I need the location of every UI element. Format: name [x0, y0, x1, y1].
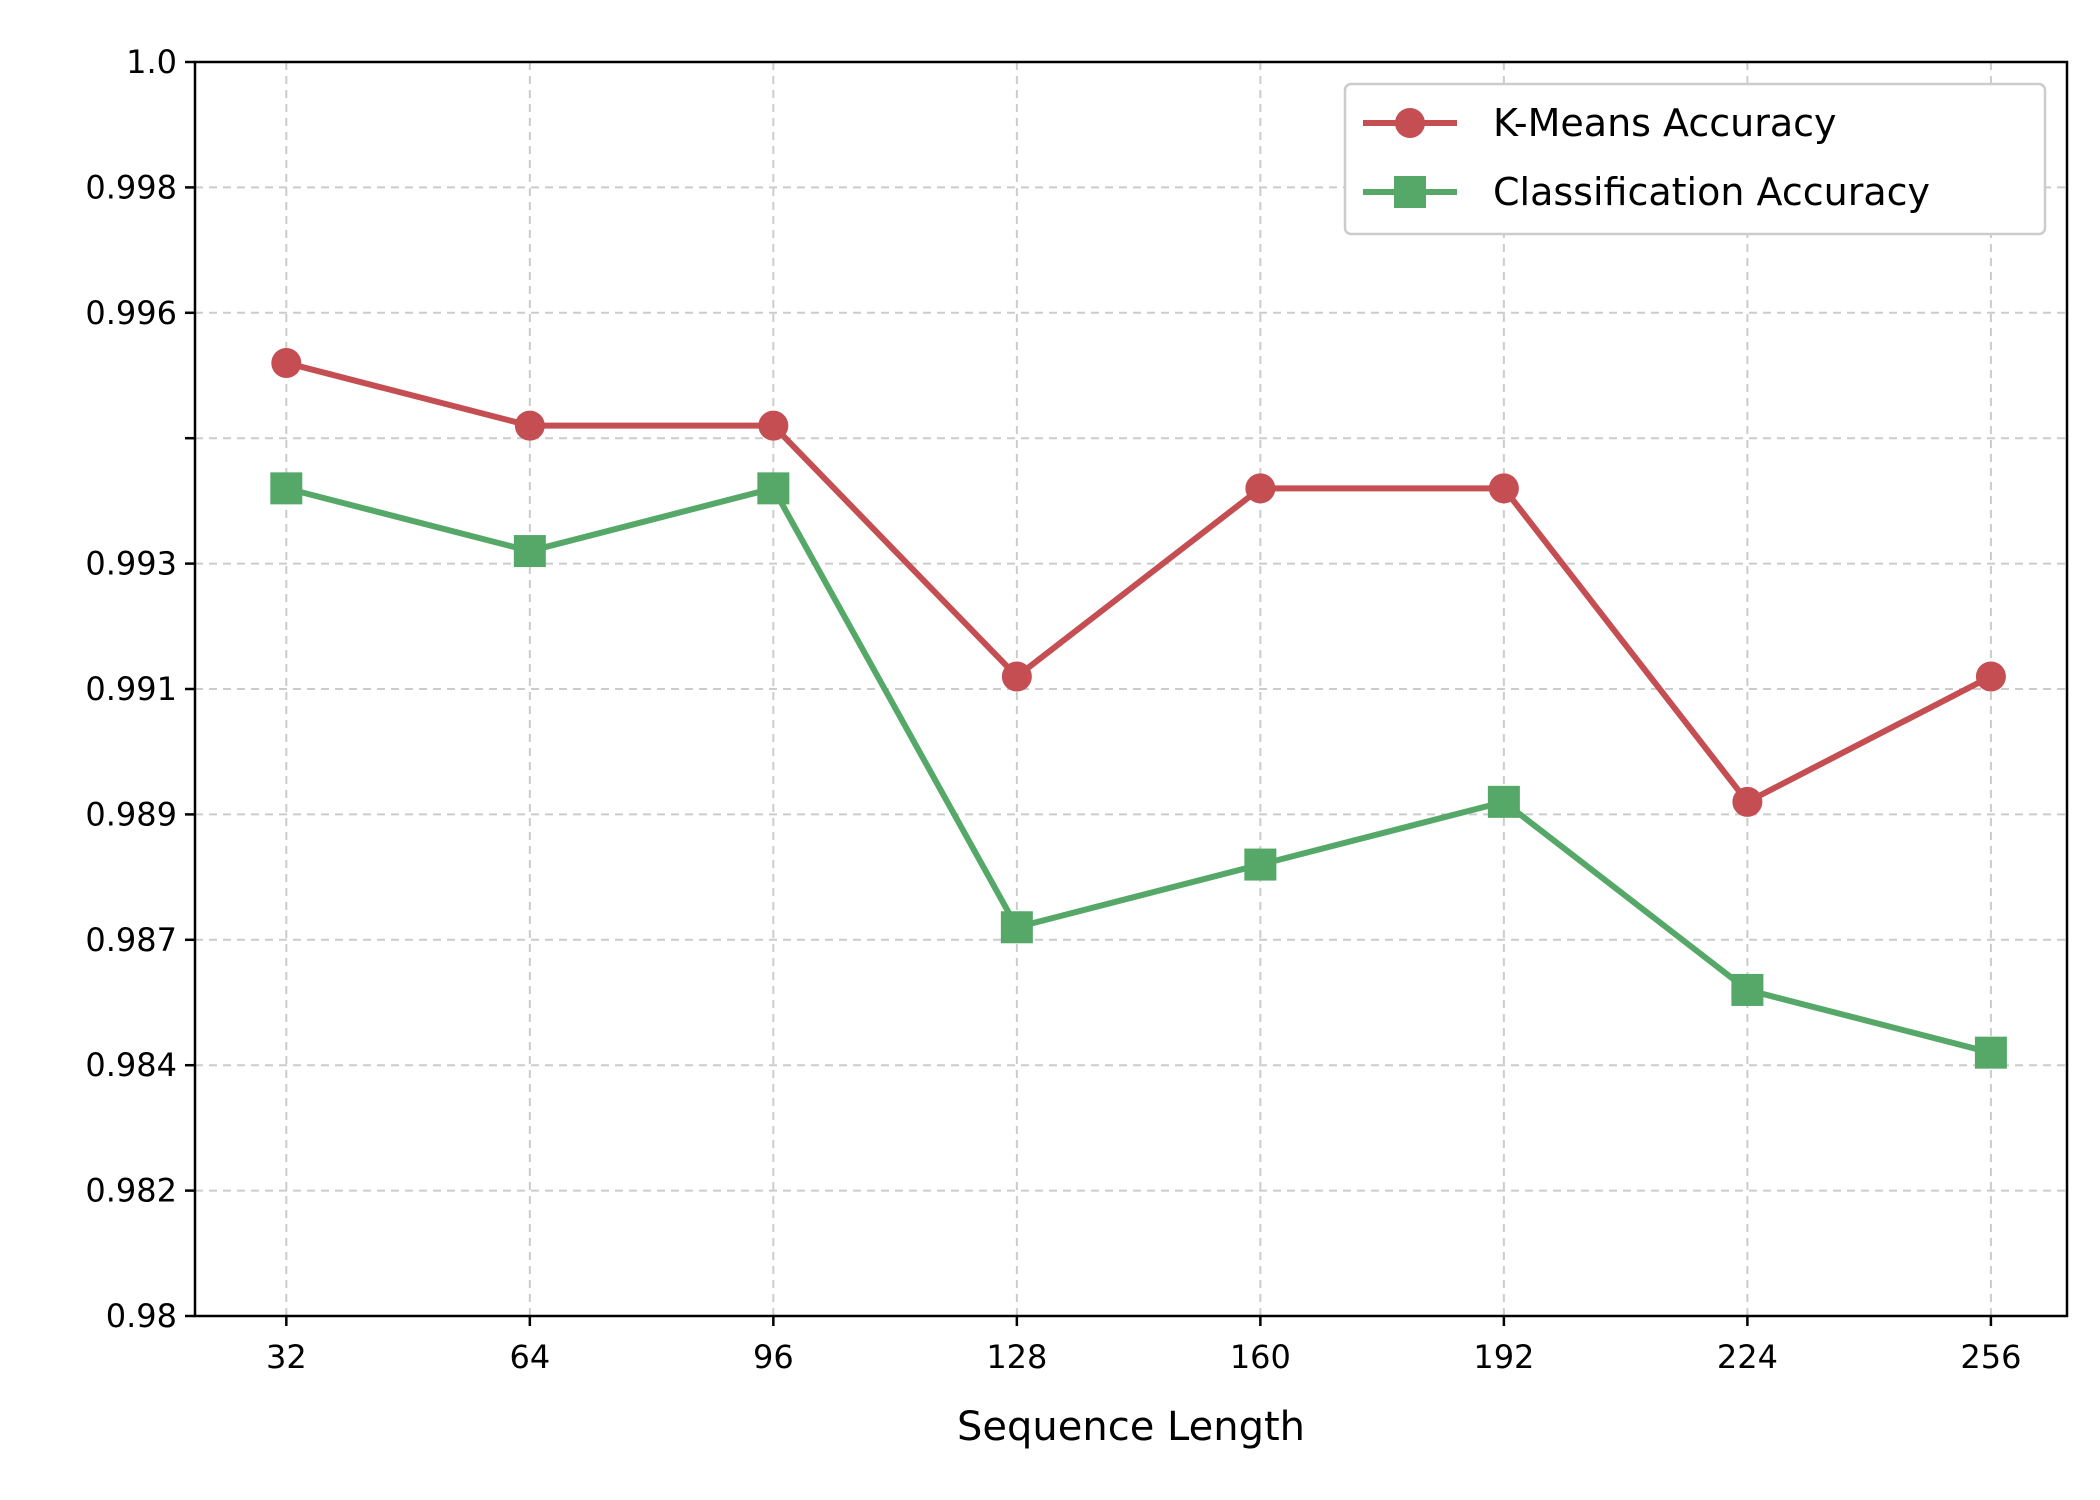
- x-axis-title: Sequence Length: [957, 1404, 1305, 1450]
- kmeans-point: [1245, 473, 1276, 504]
- y-tick-label: 0.998: [85, 168, 177, 206]
- classification-point: [1244, 848, 1277, 881]
- y-tick-label: 0.98: [106, 1297, 177, 1335]
- x-tick-label: 160: [1230, 1338, 1291, 1376]
- series-line-1: [285, 485, 1992, 1056]
- y-tick-label: 1.0: [126, 43, 177, 81]
- kmeans-point: [758, 410, 789, 441]
- x-tick-label: 96: [753, 1338, 794, 1376]
- x-tick-label: 64: [509, 1338, 550, 1376]
- legend-marker-square: [1394, 176, 1426, 208]
- kmeans-point: [1975, 661, 2006, 692]
- kmeans-point: [1488, 473, 1519, 504]
- classification-point: [1487, 785, 1520, 818]
- legend-label: Classification Accuracy: [1493, 170, 1930, 214]
- legend-label: K-Means Accuracy: [1493, 101, 1837, 145]
- x-tick-label: 192: [1473, 1338, 1534, 1376]
- x-axis-ticks: 32 64 96 128 160 192 224 256: [266, 1316, 2021, 1376]
- classification-point: [270, 472, 303, 505]
- legend-marker-circle: [1395, 108, 1425, 138]
- y-tick-label: 0.984: [85, 1046, 177, 1084]
- y-axis-ticks: 0.98 0.982 0.984 0.987 0.989 0.991 0.993 0.996 0…: [85, 43, 195, 1335]
- x-tick-label: 256: [1960, 1338, 2021, 1376]
- classification-point: [513, 535, 546, 568]
- legend-box: [1343, 82, 2047, 236]
- kmeans-point: [1001, 661, 1032, 692]
- plot-lines: [285, 360, 1993, 1056]
- y-tick-label: 0.991: [85, 670, 177, 708]
- y-tick-label: 0.989: [85, 795, 177, 833]
- kmeans-point: [271, 347, 302, 378]
- x-tick-label: 224: [1717, 1338, 1778, 1376]
- x-tick-label: 128: [986, 1338, 1047, 1376]
- series-line-0: [285, 360, 1993, 805]
- markers: [270, 347, 2007, 1069]
- kmeans-point: [1732, 786, 1763, 817]
- y-tick-label: 0.987: [85, 921, 177, 959]
- classification-point: [757, 472, 790, 505]
- classification-point: [1731, 973, 1764, 1006]
- x-tick-label: 32: [266, 1338, 307, 1376]
- classification-point: [1974, 1036, 2007, 1069]
- y-tick-label: 0.982: [85, 1172, 177, 1210]
- legend: K-Means Accuracy Classification Accuracy: [1343, 82, 2047, 236]
- y-tick-label: 0.993: [85, 545, 177, 583]
- y-tick-label: 0.996: [85, 294, 177, 332]
- kmeans-point: [514, 410, 545, 441]
- classification-point: [1000, 911, 1033, 944]
